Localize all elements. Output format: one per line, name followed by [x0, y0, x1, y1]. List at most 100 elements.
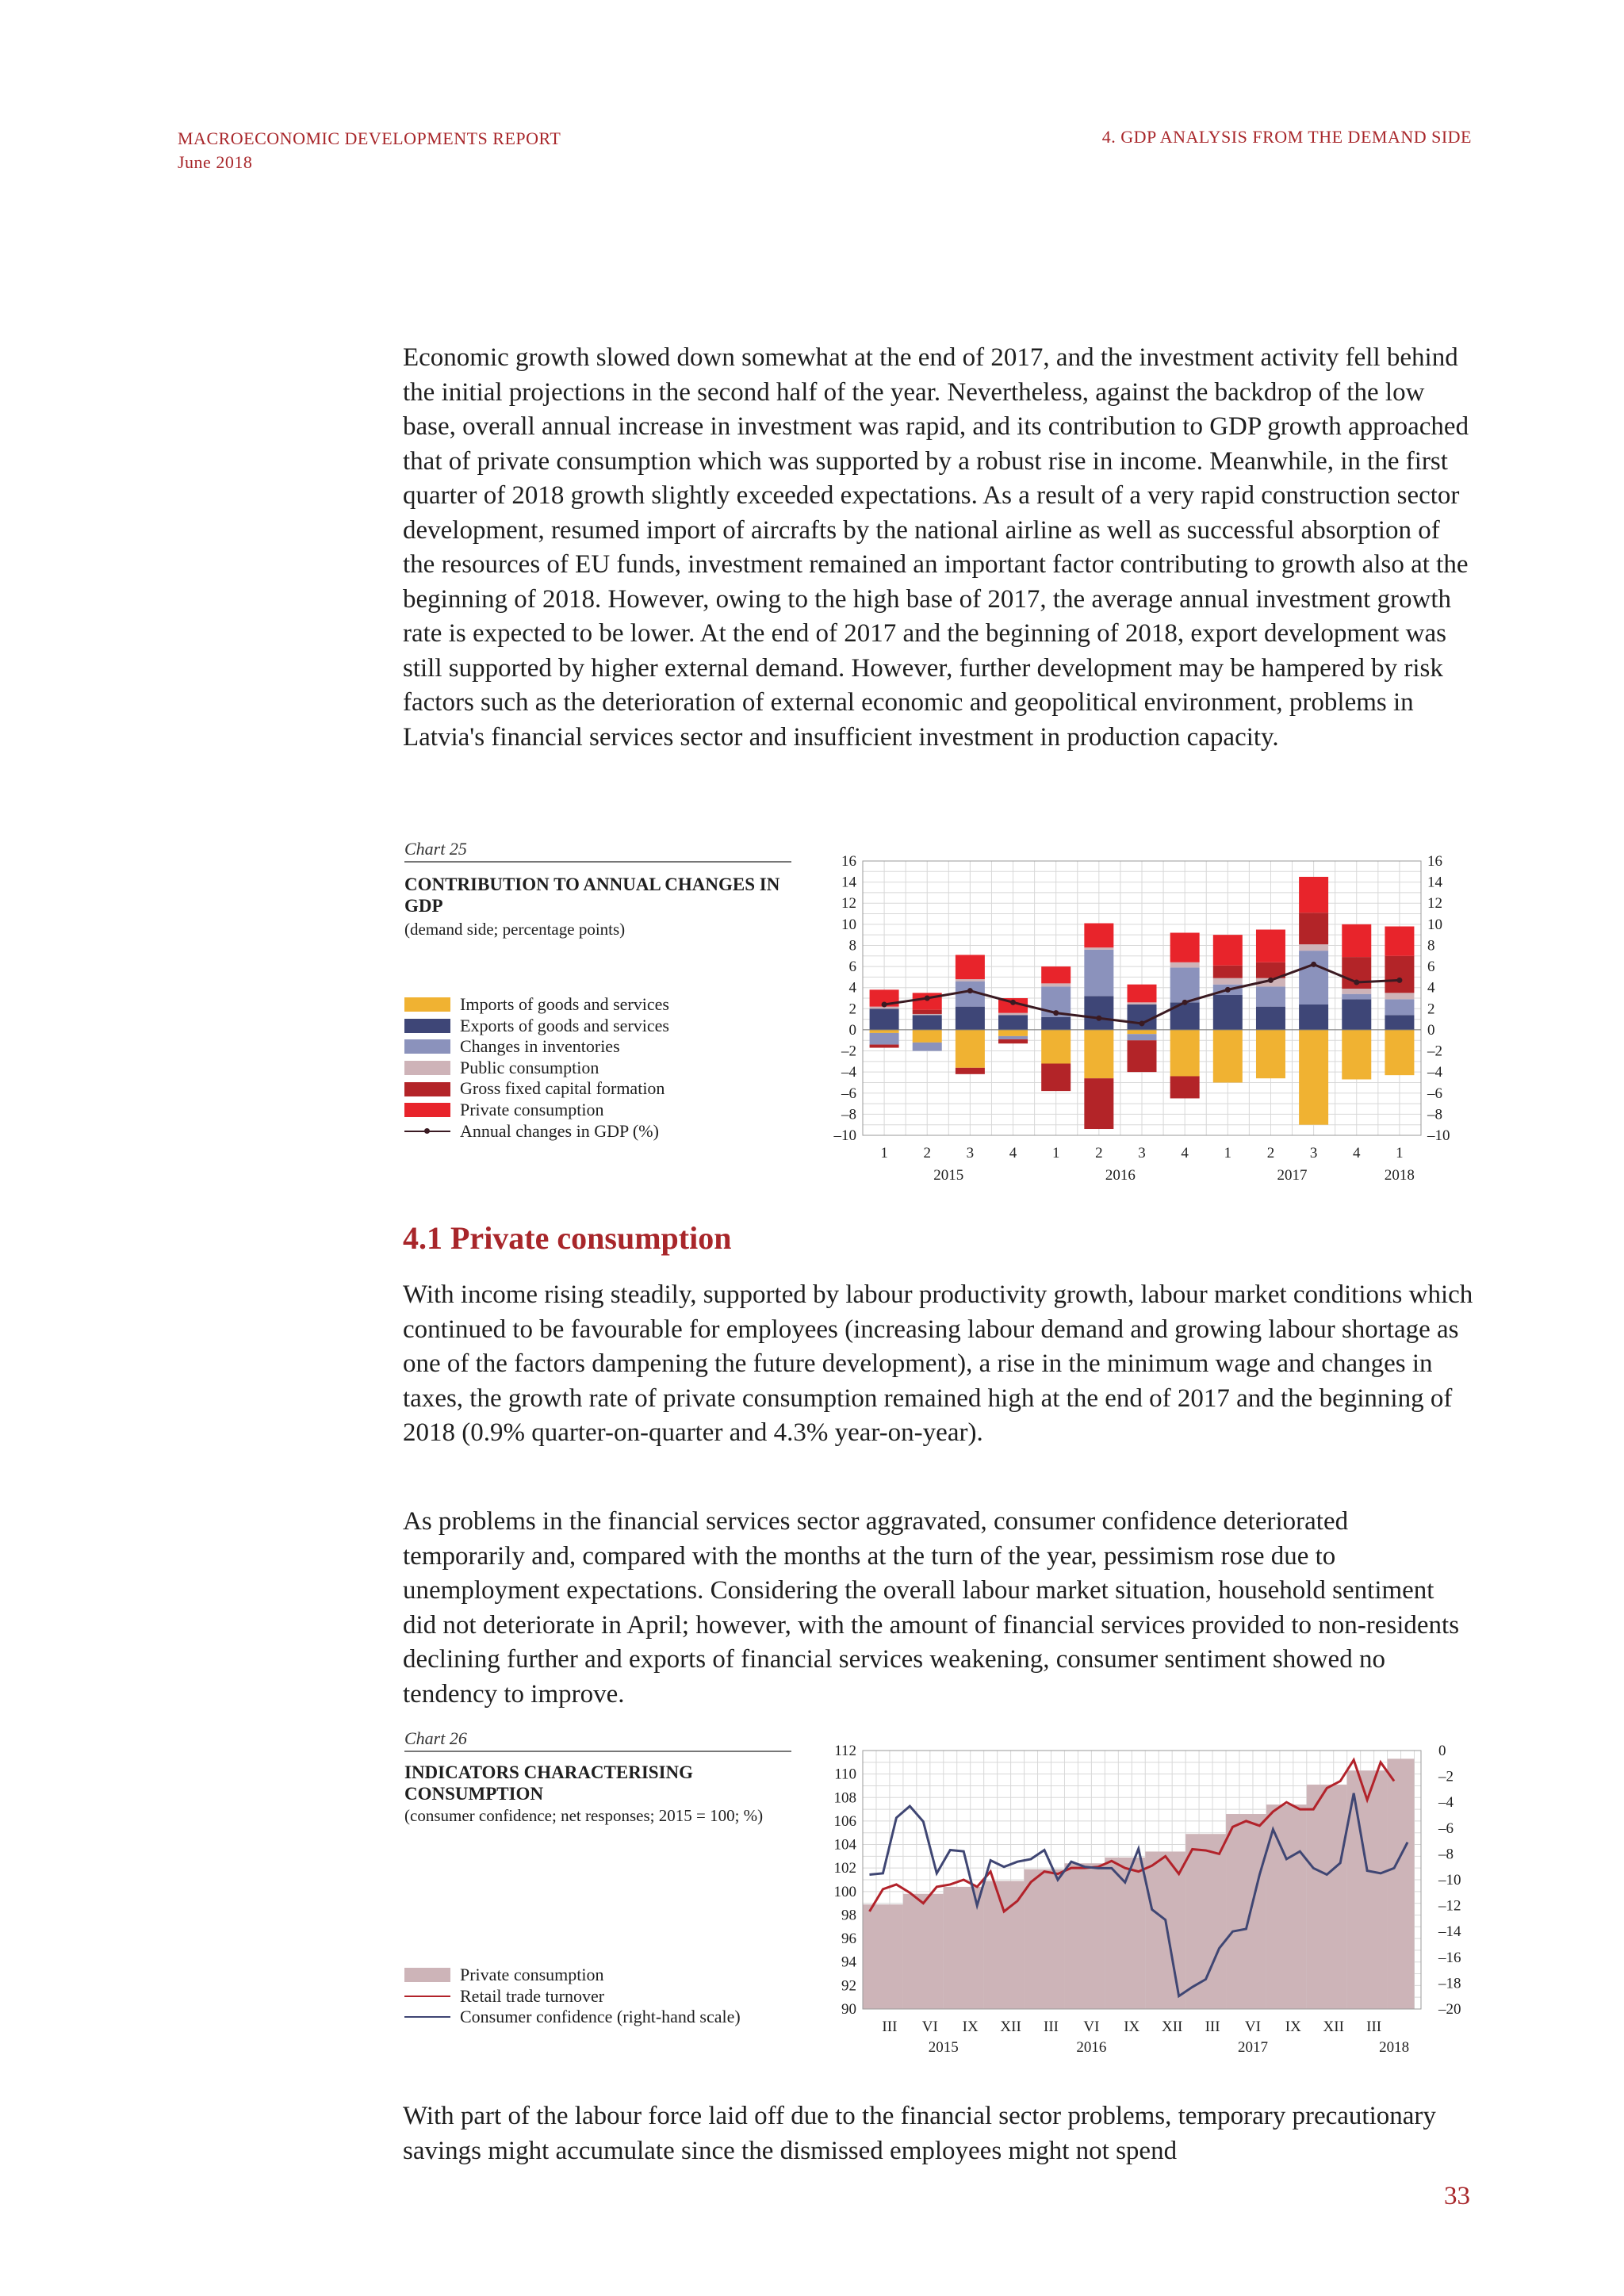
chart25-divider	[404, 861, 791, 863]
gdp-point	[1139, 1020, 1145, 1027]
legend-label: Imports of goods and services	[460, 994, 669, 1014]
bar-segment	[869, 1032, 899, 1045]
bar-segment	[1342, 999, 1372, 1030]
legend-item: Exports of goods and services	[404, 1016, 669, 1037]
y-tick-label-right: –8	[1438, 1846, 1454, 1862]
legend-line-swatch	[404, 1124, 450, 1138]
gdp-point	[1224, 986, 1231, 993]
legend-line-swatch	[404, 1989, 450, 2003]
y-tick-label-left: 12	[841, 895, 856, 912]
y-tick-label-left: 96	[841, 1931, 856, 1947]
retail-trade-line	[868, 1757, 1396, 1914]
y-tick-label-left: 108	[834, 1789, 857, 1806]
x-tick-label: III	[1366, 2019, 1381, 2035]
bar-segment	[1212, 978, 1243, 985]
x-tick-label: 1	[1052, 1145, 1060, 1161]
area-step	[1346, 1770, 1388, 2009]
bar-segment	[1255, 1029, 1285, 1079]
y-tick-label-left: 100	[834, 1884, 857, 1900]
x-year-label: 2017	[1277, 1167, 1308, 1184]
bar-segment	[998, 1015, 1028, 1030]
bar-segment	[1299, 913, 1329, 945]
y-tick-label-right: –2	[1427, 1043, 1442, 1060]
legend-item: Consumer confidence (right-hand scale)	[404, 2007, 741, 2028]
y-tick-label-left: 16	[841, 853, 856, 870]
bar-segment	[1084, 949, 1114, 997]
y-tick-label-right: –4	[1438, 1794, 1454, 1811]
bar-segment	[1084, 923, 1114, 948]
legend-swatch	[404, 997, 450, 1012]
x-tick-label: IX	[1285, 2019, 1301, 2035]
y-tick-label-left: 104	[834, 1837, 857, 1854]
bar-segment	[869, 1006, 899, 1009]
y-tick-label-right: –8	[1427, 1106, 1442, 1123]
bar-segment	[1255, 962, 1285, 978]
legend-label: Annual changes in GDP (%)	[460, 1120, 659, 1141]
y-tick-label-left: 10	[841, 916, 856, 933]
bar-segment	[1255, 929, 1285, 962]
legend-label: Gross fixed capital formation	[460, 1078, 665, 1099]
y-tick-label-left: 6	[849, 959, 857, 975]
x-tick-label: IX	[1124, 2019, 1139, 2035]
bar-segment	[912, 1013, 942, 1016]
bar-segment	[998, 1029, 1028, 1036]
x-year-label: 2015	[929, 2039, 959, 2056]
bar-segment	[1084, 996, 1114, 1030]
bar-segment	[998, 998, 1028, 1013]
bar-segment	[1299, 876, 1329, 913]
chart26-legend: Private consumption Retail trade turnove…	[404, 1965, 741, 2028]
private-consumption-paragraph-2: As problems in the financial services se…	[403, 1507, 1460, 1709]
bar-segment	[1212, 965, 1243, 978]
gdp-point	[1010, 999, 1017, 1005]
bar-segment	[1041, 1016, 1071, 1030]
bar-segment	[1255, 986, 1285, 1007]
bar-segment	[1084, 947, 1114, 950]
y-tick-label-left: 0	[849, 1022, 857, 1039]
legend-item: Private consumption	[404, 1965, 741, 1986]
chart25-legend: Imports of goods and services Exports of…	[404, 994, 669, 1142]
bar-segment	[1084, 1029, 1114, 1079]
y-tick-label-left: 110	[834, 1766, 856, 1783]
chart25-label: Chart 25	[404, 839, 467, 859]
y-tick-label-right: –16	[1438, 1950, 1461, 1966]
bar-segment	[912, 1015, 942, 1030]
private-consumption-paragraph-1: With income rising steadily, supported b…	[403, 1280, 1473, 1447]
x-tick-label: XII	[1162, 2019, 1182, 2035]
x-tick-label: III	[1044, 2019, 1059, 2035]
bar-segment	[1299, 944, 1329, 951]
legend-swatch	[404, 1103, 450, 1118]
x-tick-label: XII	[1323, 2019, 1344, 2035]
gdp-point	[1311, 961, 1317, 967]
y-tick-label-right: –10	[1427, 1127, 1450, 1144]
gdp-point	[1182, 999, 1188, 1005]
bar-segment	[912, 1029, 942, 1043]
y-tick-label-left: 106	[834, 1813, 857, 1830]
chart26-title: INDICATORS CHARACTERISING CONSUMPTION	[404, 1762, 694, 1804]
gdp-point	[1053, 1010, 1059, 1016]
y-tick-label-left: 112	[834, 1743, 856, 1759]
y-tick-label-left: –4	[841, 1064, 857, 1081]
y-tick-label-right: –2	[1438, 1769, 1454, 1785]
section-heading: 4.1 Private consumption	[403, 1220, 732, 1256]
bar-segment	[1255, 1006, 1285, 1030]
bar-segment	[869, 1044, 899, 1048]
legend-item: Changes in inventories	[404, 1036, 669, 1058]
legend-item: Annual changes in GDP (%)	[404, 1121, 669, 1142]
private-consumption-paragraph-3: With part of the labour force laid off d…	[403, 2102, 1436, 2165]
bar-segment	[955, 955, 985, 980]
chart26-label: Chart 26	[404, 1728, 467, 1748]
area-step	[1185, 1834, 1227, 2009]
bar-segment	[955, 1006, 985, 1030]
legend-item: Imports of goods and services	[404, 994, 669, 1016]
legend-label: Private consumption	[460, 1965, 604, 1984]
gdp-point	[1354, 979, 1360, 985]
bar-segment	[1212, 995, 1243, 1030]
x-year-label: 2018	[1385, 1167, 1415, 1184]
x-tick-label: 4	[1009, 1145, 1017, 1161]
y-tick-label-right: –12	[1438, 1898, 1461, 1915]
bar-segment	[1385, 955, 1415, 993]
gdp-point	[881, 1001, 887, 1008]
bar-segment	[1342, 989, 1372, 994]
area-step	[1024, 1869, 1065, 2009]
bar-segment	[869, 1008, 899, 1030]
